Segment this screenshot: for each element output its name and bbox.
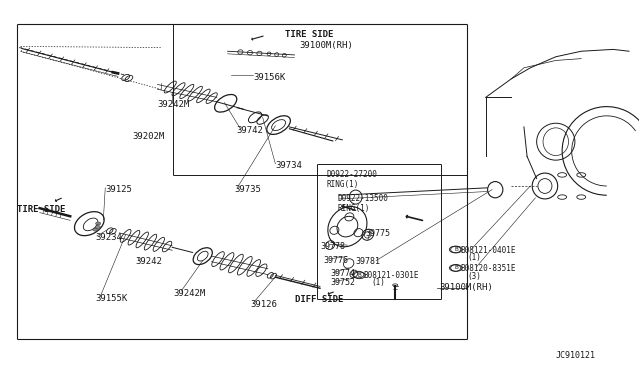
- Text: D0922-13500: D0922-13500: [337, 195, 388, 203]
- Text: 39242M: 39242M: [157, 100, 189, 109]
- Text: 39100M(RH): 39100M(RH): [300, 41, 353, 50]
- Text: 39734: 39734: [275, 161, 302, 170]
- Text: B: B: [454, 266, 458, 270]
- Text: JC910121: JC910121: [556, 351, 596, 360]
- Text: 39752: 39752: [330, 278, 355, 287]
- Text: 39778: 39778: [320, 243, 345, 251]
- Circle shape: [95, 225, 100, 228]
- Text: D0922-27200: D0922-27200: [326, 170, 377, 179]
- Text: B08121-0301E: B08121-0301E: [364, 271, 419, 280]
- Text: B: B: [358, 273, 362, 278]
- Text: 39202M: 39202M: [132, 132, 164, 141]
- Text: (1): (1): [468, 253, 482, 262]
- Text: 39781: 39781: [355, 257, 380, 266]
- Text: B08120-8351E: B08120-8351E: [460, 264, 516, 273]
- Text: DIFF SIDE: DIFF SIDE: [294, 295, 343, 304]
- Text: RING(1): RING(1): [337, 203, 369, 213]
- Text: 39234: 39234: [96, 233, 123, 242]
- Text: 39735: 39735: [234, 185, 261, 194]
- Text: RING(1): RING(1): [326, 180, 359, 189]
- Text: B08121-0401E: B08121-0401E: [460, 246, 516, 255]
- Text: TIRE SIDE: TIRE SIDE: [17, 205, 65, 214]
- Text: 39774: 39774: [330, 269, 355, 278]
- Circle shape: [95, 222, 100, 225]
- Text: B: B: [454, 247, 458, 252]
- Text: 39126: 39126: [250, 300, 276, 309]
- Text: (3): (3): [468, 272, 482, 280]
- Text: 39742: 39742: [236, 126, 263, 135]
- Text: 39156K: 39156K: [253, 73, 285, 81]
- Text: 39776: 39776: [324, 256, 349, 265]
- Text: 39100M(RH): 39100M(RH): [440, 283, 493, 292]
- Text: 39242: 39242: [135, 257, 162, 266]
- Text: (1): (1): [371, 278, 385, 287]
- Text: 39125: 39125: [105, 185, 132, 194]
- Text: 39242M: 39242M: [173, 289, 205, 298]
- Text: 39775: 39775: [366, 230, 391, 238]
- Text: TIRE SIDE: TIRE SIDE: [285, 30, 333, 39]
- Text: 39155K: 39155K: [96, 294, 128, 303]
- Circle shape: [93, 228, 98, 231]
